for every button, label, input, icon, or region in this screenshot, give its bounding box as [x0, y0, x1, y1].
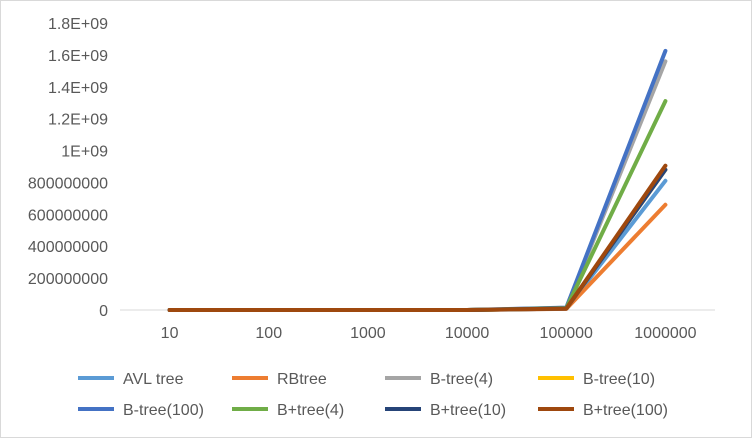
- legend-entry: B-tree(4): [385, 371, 493, 388]
- y-tick-label: 1.6E+09: [48, 48, 108, 65]
- legend-entry: B+tree(100): [538, 402, 668, 419]
- legend-label: B+tree(10): [430, 402, 506, 419]
- series-lines: [167, 48, 668, 312]
- y-tick-label: 1.8E+09: [48, 16, 108, 33]
- legend-label: RBtree: [277, 371, 327, 388]
- y-tick-label: 1.2E+09: [48, 112, 108, 129]
- legend-entry: RBtree: [232, 371, 327, 388]
- x-axis-tick-labels: 10 100 1000 10000 100000 1000000: [161, 325, 697, 342]
- y-tick-label: 1E+09: [61, 144, 108, 161]
- legend-label: B-tree(4): [430, 371, 493, 388]
- y-tick-label: 800000000: [28, 175, 108, 192]
- legend-entry: B+tree(10): [385, 402, 506, 419]
- x-tick-label: 100000: [540, 325, 593, 342]
- x-tick-label: 100: [255, 325, 282, 342]
- x-tick-label: 10: [161, 325, 179, 342]
- y-tick-label: 200000000: [28, 271, 108, 288]
- legend-entry: B+tree(4): [232, 402, 344, 419]
- y-tick-label: 600000000: [28, 207, 108, 224]
- x-tick-label: 1000000: [634, 325, 696, 342]
- x-tick-label: 10000: [445, 325, 490, 342]
- legend-label: AVL tree: [123, 371, 184, 388]
- y-tick-label: 400000000: [28, 239, 108, 256]
- legend-entry: B-tree(100): [78, 402, 204, 419]
- y-tick-label: 0: [99, 303, 108, 320]
- legend-entry: B-tree(10): [538, 371, 655, 388]
- legend-label: B+tree(4): [277, 402, 344, 419]
- legend-label: B-tree(100): [123, 402, 204, 419]
- y-tick-label: 1.4E+09: [48, 80, 108, 97]
- legend: AVL tree RBtree B-tree(4) B-tree(10) B-tree(…: [78, 371, 668, 419]
- legend-label: B-tree(10): [583, 371, 655, 388]
- x-tick-label: 1000: [350, 325, 386, 342]
- y-axis-tick-labels: 0 200000000 400000000 600000000 800000000 1E+…: [28, 16, 108, 320]
- series-line: [167, 163, 668, 312]
- legend-entry: AVL tree: [78, 371, 184, 388]
- legend-label: B+tree(100): [583, 402, 668, 419]
